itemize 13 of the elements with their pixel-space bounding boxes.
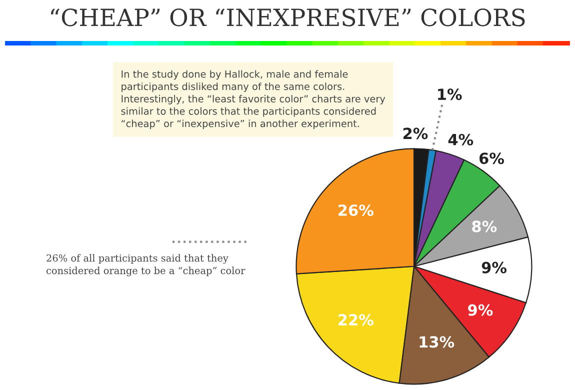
text: In the study done by Hallock, male and female participants disliked many of the same colors. Interestingly, the “least favorite color” charts are very similar to the colors that the participants considered “cheap” or “inexpensive” in another experiment.: [121, 70, 386, 130]
data-label: 9%: [468, 304, 493, 316]
data-label: 4%: [448, 134, 474, 146]
data-label: 22%: [338, 314, 374, 326]
data-label: 1%: [438, 88, 462, 100]
data-label: 2%: [403, 128, 428, 140]
chart-title: “CHEAP” OR “INEXPRESIVE” COLORS: [50, 8, 525, 26]
data-label: 8%: [472, 220, 497, 232]
data-label: 26%: [338, 204, 374, 216]
data-label: 6%: [479, 152, 504, 164]
data-label: 13%: [420, 336, 454, 348]
data-label: 9%: [482, 262, 507, 274]
text: 26% of all participants said that they considered orange to be a “cheap” color: [46, 254, 246, 276]
